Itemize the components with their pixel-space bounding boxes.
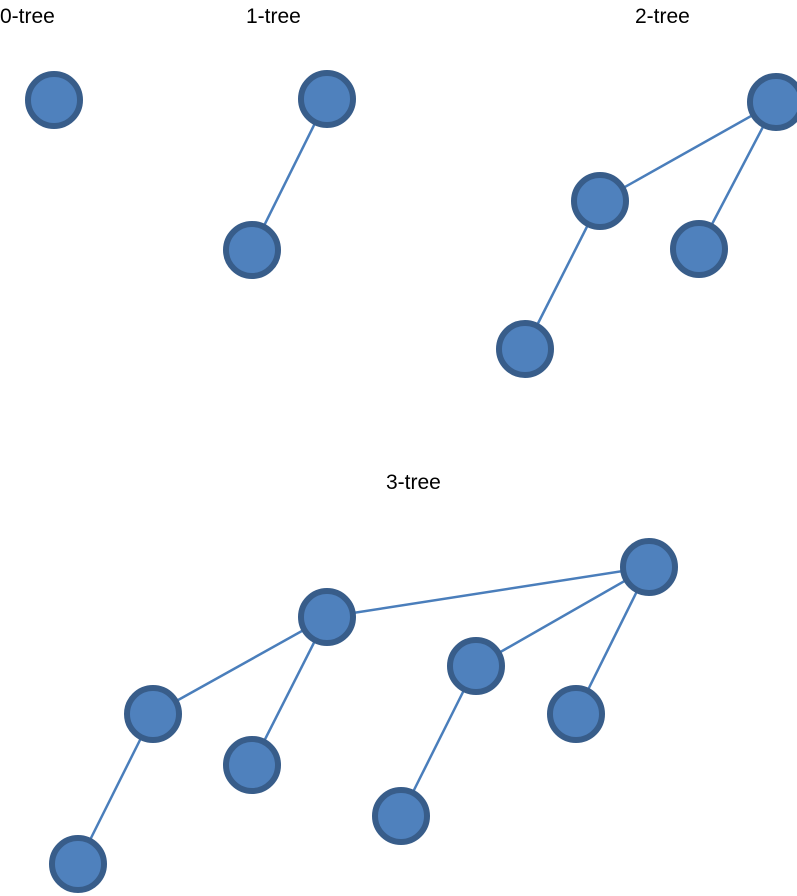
tree-3-edge bbox=[326, 565, 650, 619]
tree-3-node bbox=[547, 685, 605, 743]
tree-3-node bbox=[49, 835, 107, 893]
tree-3 bbox=[49, 538, 678, 893]
tree-3-node bbox=[223, 736, 281, 794]
label-3-tree: 3-tree bbox=[386, 471, 441, 494]
tree-2-node bbox=[571, 172, 629, 230]
tree-3-edge bbox=[475, 565, 650, 668]
tree-2 bbox=[496, 73, 797, 378]
tree-3-node bbox=[124, 685, 182, 743]
tree-3-node bbox=[372, 787, 430, 845]
tree-3-edge bbox=[152, 615, 328, 716]
label-1-tree: 1-tree bbox=[246, 5, 301, 28]
tree-3-root-node bbox=[620, 538, 678, 596]
tree-2-edge bbox=[599, 100, 777, 203]
tree-0 bbox=[25, 71, 83, 129]
tree-2-node bbox=[670, 220, 728, 278]
tree-3-node bbox=[447, 637, 505, 695]
tree-0-root-node bbox=[25, 71, 83, 129]
tree-2-node bbox=[496, 320, 554, 378]
tree-2-root-node bbox=[747, 73, 797, 131]
tree-3-node bbox=[298, 588, 356, 646]
tree-1-root-node bbox=[298, 70, 356, 128]
tree-1 bbox=[223, 70, 356, 279]
label-0-tree: 0-tree bbox=[0, 5, 55, 28]
tree-1-node bbox=[223, 221, 281, 279]
label-2-tree: 2-tree bbox=[635, 5, 690, 28]
